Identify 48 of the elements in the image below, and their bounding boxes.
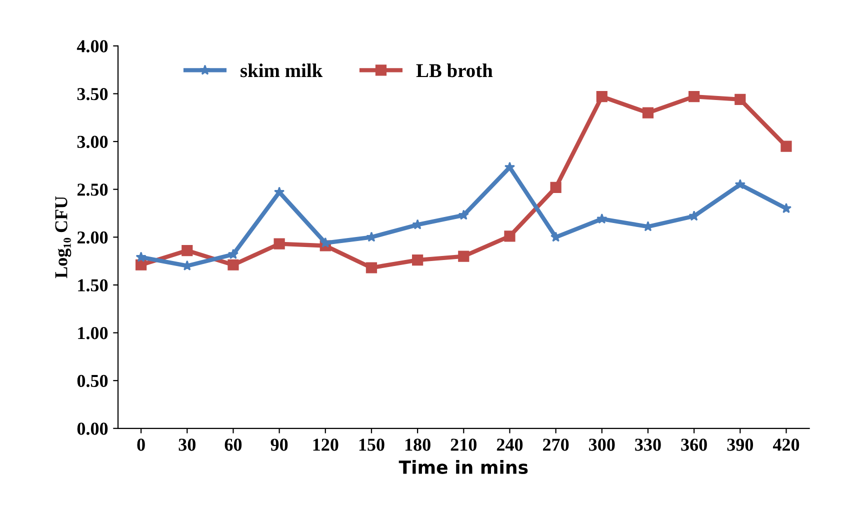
y-tick-label: 1.50: [78, 279, 108, 292]
point: [780, 140, 792, 152]
y-tick-label: 0.50: [77, 374, 108, 388]
x-tick-label: 30: [178, 438, 196, 451]
point: [550, 182, 562, 193]
x-tick-label: 150: [359, 438, 384, 451]
x-tick-label: 360: [681, 438, 707, 451]
point: [136, 259, 147, 270]
legend-label: skim milk: [240, 64, 323, 78]
x-tick-label: 120: [313, 438, 338, 451]
y-tick-label: 1.00: [78, 327, 108, 340]
x-tick-label: 60: [224, 438, 242, 451]
point: [504, 230, 516, 242]
point: [366, 262, 378, 274]
point: [688, 210, 700, 221]
point: [228, 248, 239, 259]
point: [458, 210, 469, 220]
x-tick-label: 0: [137, 438, 145, 451]
y-tick-label: 0.00: [77, 422, 108, 435]
point: [228, 259, 239, 270]
x-tick-label: 240: [496, 438, 523, 451]
x-tick-label: 210: [450, 438, 477, 451]
point: [734, 179, 746, 190]
x-axis-title: Time in mins: [398, 460, 528, 474]
point: [274, 238, 285, 250]
point: [136, 252, 146, 262]
x-tick-label: 420: [772, 438, 800, 451]
point: [642, 107, 654, 118]
x-tick-label: 180: [405, 438, 430, 451]
point: [596, 91, 608, 102]
point: [412, 254, 424, 266]
y-tick-label: 4.00: [76, 40, 108, 52]
x-tick-label: 300: [589, 438, 615, 451]
y-tick-label: 2.50: [77, 184, 108, 196]
y-tick-label: 3.50: [77, 88, 108, 100]
x-tick-label: 330: [635, 438, 661, 451]
y-tick-label: 3.00: [77, 136, 108, 148]
x-tick-label: 90: [270, 438, 288, 451]
point: [688, 91, 700, 102]
legend-label: LB broth: [416, 64, 493, 78]
point: [182, 244, 193, 256]
x-tick-label: 390: [727, 438, 754, 451]
y-tick-label: 2.00: [77, 231, 108, 244]
point: [596, 213, 608, 224]
y-axis-title: Log₁₀ CFU: [55, 196, 72, 278]
point: [734, 94, 746, 106]
point: [458, 250, 470, 262]
x-tick-label: 270: [543, 438, 569, 451]
